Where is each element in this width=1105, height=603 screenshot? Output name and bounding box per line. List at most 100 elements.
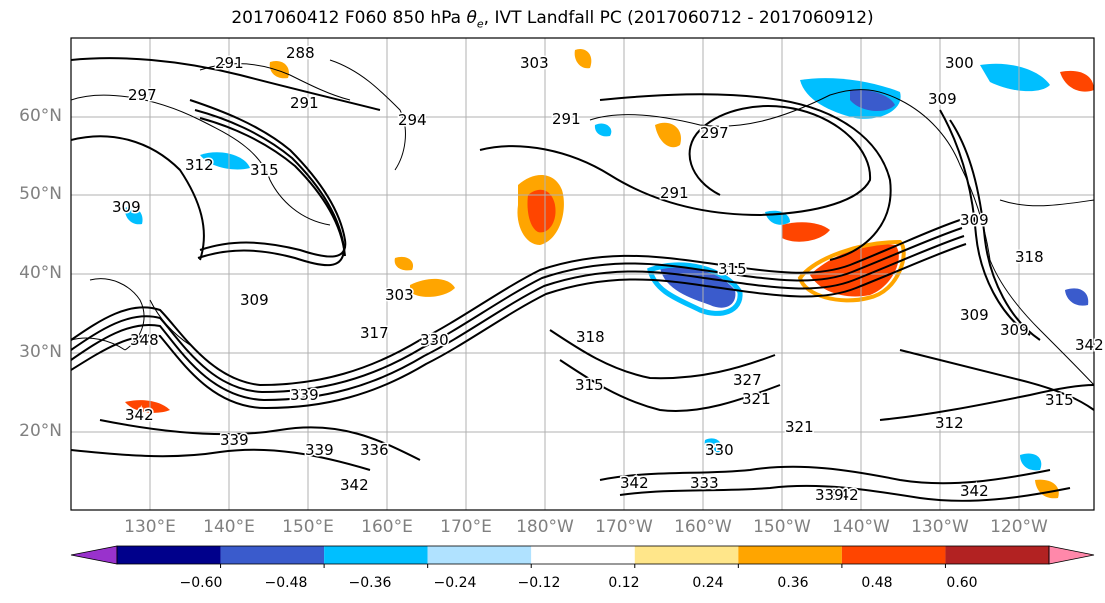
contour-label: 309: [240, 291, 269, 309]
colorbar-segment: [945, 546, 1049, 564]
colorbar-frame: [116, 545, 1050, 565]
shading-blue-patch: [200, 152, 250, 170]
contour-label: 297: [128, 86, 157, 104]
lat-label-60n: 60°N: [19, 106, 62, 126]
contour-label: 315: [250, 161, 279, 179]
contour-label: 309: [928, 90, 957, 108]
contour-label: 309: [960, 306, 989, 324]
contour-label: 315: [718, 260, 747, 278]
colorbar-segment: [531, 546, 635, 564]
lon-label-150w: 150°W: [753, 517, 811, 537]
contour-label: 303: [385, 286, 414, 304]
colorbar-tick-label: −0.48: [264, 575, 308, 591]
graticule: [71, 38, 1094, 510]
contour-label: 342: [960, 482, 989, 500]
lat-label-50n: 50°N: [19, 184, 62, 204]
shading-blue-patch: [980, 63, 1050, 92]
contour-label: 291: [215, 54, 244, 72]
lon-label-130w: 130°W: [911, 517, 969, 537]
lon-label-170w: 170°W: [595, 517, 653, 537]
contour-label: 342: [1075, 336, 1104, 354]
shading-orange-patch: [1035, 479, 1059, 499]
contour-label: 291: [552, 110, 581, 128]
contour-label: 288: [286, 44, 315, 62]
colorbar-tick-label: 0.36: [777, 575, 809, 591]
colorbar-segment: [427, 546, 532, 564]
contour-label: 317: [360, 324, 389, 342]
colorbar: [70, 545, 1095, 568]
contour-label: 300: [945, 54, 974, 72]
contour-label: 333: [690, 474, 719, 492]
colorbar-segment: [117, 546, 221, 564]
pc-shading: [124, 48, 1094, 499]
contour-label: 339: [220, 431, 249, 449]
theta-e-contours: [71, 57, 1094, 502]
contour-label: 312: [185, 156, 214, 174]
lon-label-140e: 140°E: [203, 517, 255, 537]
contour-label: 315: [575, 376, 604, 394]
contour-labels: 288 291 291 294 297 303 300 309 291 297 291 309 312 3…: [111, 43, 1105, 506]
shading-red-patch: [527, 189, 556, 233]
colorbar-segment: [634, 546, 739, 564]
shading-cyan-patch: [704, 438, 722, 453]
lon-label-140w: 140°W: [832, 517, 890, 537]
contour-label: 330: [705, 441, 734, 459]
contour-label: 294: [398, 111, 427, 129]
shading-orange-patch: [394, 256, 414, 271]
shading-orange-patch: [125, 400, 170, 413]
colorbar-segment: [220, 546, 325, 564]
contour-label: 336: [360, 441, 389, 459]
shading-orange-patch: [574, 48, 592, 69]
colorbar-tick-label: −0.36: [348, 575, 392, 591]
contour-label: 348: [130, 331, 159, 349]
contour-label: 342: [340, 476, 369, 494]
colorbar-extend-max: [1048, 545, 1095, 565]
lon-label-180w: 180°W: [516, 517, 574, 537]
shading-cyan-patch: [647, 262, 743, 316]
shading-orange-patch: [410, 278, 455, 297]
lon-label-160e: 160°E: [361, 517, 413, 537]
colorbar-tick-label: 0.24: [692, 575, 724, 591]
contour-label: 321: [742, 390, 771, 408]
coastlines: [71, 59, 1094, 386]
colorbar-tick-label: −0.24: [433, 575, 477, 591]
colorbar-extend-min: [70, 545, 118, 565]
lon-label-150e: 150°E: [282, 517, 334, 537]
shading-blue-patch: [1020, 453, 1042, 471]
colorbar-tick-label: 0.60: [946, 575, 978, 591]
lon-label-170e: 170°E: [440, 517, 492, 537]
contour-label: 339: [290, 386, 319, 404]
contour-label: 303: [520, 54, 549, 72]
shading-orange-patch: [269, 60, 289, 79]
contour-label: 342: [620, 474, 649, 492]
contour-label: 315: [1045, 391, 1074, 409]
contour-label: 342: [830, 486, 859, 504]
contour-label: 342: [125, 406, 154, 424]
lon-label-160w: 160°W: [674, 517, 732, 537]
shading-blue-patch: [660, 266, 736, 308]
lon-label-120w: 120°W: [990, 517, 1048, 537]
lat-label-20n: 20°N: [19, 421, 62, 441]
lat-label-30n: 30°N: [19, 342, 62, 362]
shading-red-patch: [782, 222, 830, 242]
colorbar-tick-label: −0.12: [517, 575, 561, 591]
lat-label-40n: 40°N: [19, 263, 62, 283]
contour-label: 318: [1015, 248, 1044, 266]
shading-blue-patch: [124, 206, 143, 225]
colorbar-tick-label: 0.12: [608, 575, 640, 591]
colorbar-tick-label: −0.60: [179, 575, 223, 591]
shading-orange-patch: [1060, 70, 1094, 92]
map-title: 2017060412 F060 850 hPa θe, IVT Landfall…: [231, 8, 874, 31]
contour-label: 321: [785, 418, 814, 436]
contour-label: 309: [960, 211, 989, 229]
shading-orange-patch: [797, 239, 906, 303]
contour-label: 309: [1000, 321, 1029, 339]
lon-label-130e: 130°E: [124, 517, 176, 537]
contour-label: 330: [420, 331, 449, 349]
contour-label: 309: [112, 198, 141, 216]
colorbar-tick-label: 0.48: [861, 575, 893, 591]
colorbar-segment: [324, 546, 428, 564]
shading-orange-patch: [655, 122, 681, 148]
contour-label: 339: [305, 441, 334, 459]
